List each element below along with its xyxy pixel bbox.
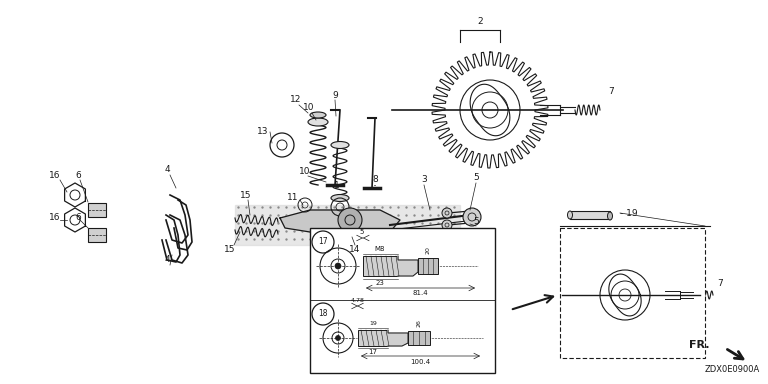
Text: 11: 11 [287,194,299,202]
Text: 3: 3 [421,175,427,184]
Circle shape [335,263,341,269]
Ellipse shape [442,220,452,230]
Bar [560,228,705,358]
Text: 6: 6 [75,170,81,179]
Text: 18: 18 [318,310,328,318]
Text: 26: 26 [416,319,422,327]
Circle shape [336,336,340,341]
Bar [418,258,438,274]
Text: 9: 9 [332,91,338,101]
Text: 20: 20 [425,246,431,254]
Bar [363,256,398,276]
Text: FR.: FR. [690,340,710,350]
Text: 16: 16 [49,170,61,179]
Bar [88,228,106,242]
Text: ZDX0E0900A: ZDX0E0900A [705,365,760,374]
Text: 17: 17 [369,349,378,355]
Polygon shape [398,256,418,276]
Text: 13: 13 [257,127,268,136]
Text: 19: 19 [369,321,377,326]
Circle shape [338,208,362,232]
Text: 7: 7 [717,278,723,288]
Text: 10: 10 [303,104,315,113]
Text: 10: 10 [300,167,311,177]
Polygon shape [280,210,400,238]
Bar [88,203,106,217]
Circle shape [463,208,481,226]
Ellipse shape [568,211,572,219]
Ellipse shape [308,118,328,126]
Ellipse shape [331,141,349,149]
Text: 15: 15 [240,190,252,200]
Text: M8: M8 [375,246,386,252]
Text: 8: 8 [372,175,378,184]
Ellipse shape [331,195,349,202]
Text: 17: 17 [318,237,328,247]
Bar [358,330,388,346]
Text: - 19: - 19 [620,209,637,217]
Ellipse shape [607,212,613,220]
Text: 100.4: 100.4 [410,359,430,365]
Text: 12: 12 [290,96,302,104]
Polygon shape [388,330,408,346]
Text: 14: 14 [349,245,361,255]
Text: 4.78: 4.78 [350,298,365,303]
Text: 7: 7 [608,88,614,96]
Bar [310,228,495,373]
Text: 4: 4 [164,166,170,174]
Ellipse shape [310,112,326,118]
Text: 16: 16 [49,214,61,222]
Text: 5: 5 [473,174,479,182]
Text: 81.4: 81.4 [412,290,428,296]
Text: 5: 5 [473,217,479,227]
Text: 1: 1 [334,180,340,189]
Ellipse shape [442,208,452,218]
Polygon shape [235,205,460,245]
Text: 4: 4 [164,255,170,265]
Text: 15: 15 [224,245,236,255]
Text: 5: 5 [359,229,364,235]
Bar [408,331,430,345]
Bar [570,211,610,219]
Text: 2: 2 [477,17,483,26]
Text: 6: 6 [75,214,81,222]
Text: 23: 23 [376,280,385,286]
